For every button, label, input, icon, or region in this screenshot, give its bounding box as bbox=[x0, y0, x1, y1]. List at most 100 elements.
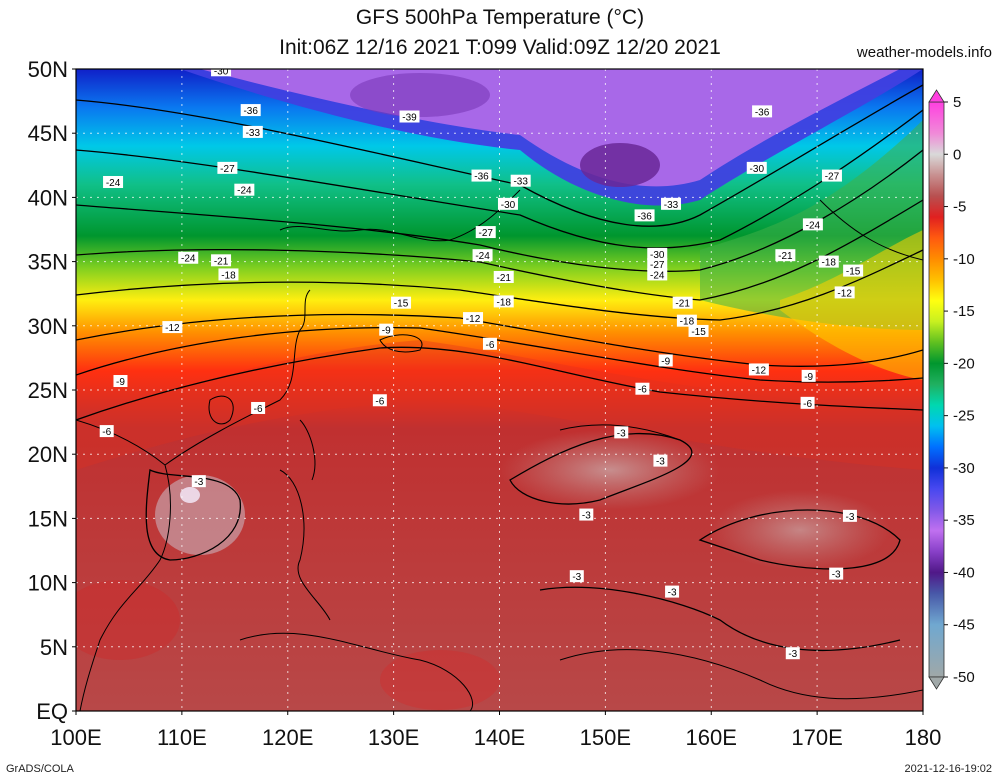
contour-label-box bbox=[218, 268, 239, 281]
contour-label: -15 bbox=[394, 299, 409, 310]
contour-label-box bbox=[834, 286, 855, 299]
contour-label: -39 bbox=[402, 113, 417, 124]
lat-tick-label: 35N bbox=[28, 250, 68, 275]
lon-tick-label: 160E bbox=[686, 725, 737, 750]
contour-label-box bbox=[493, 271, 514, 284]
contour-label-box bbox=[665, 585, 680, 598]
colorbar-bottom-arrow bbox=[928, 676, 945, 690]
lat-tick-label: 25N bbox=[28, 378, 68, 403]
colorbar-tick-label: -35 bbox=[953, 512, 975, 529]
contour-label: -27 bbox=[220, 164, 235, 175]
contour-label: -27 bbox=[650, 260, 665, 271]
contour-label: -30 bbox=[750, 164, 765, 175]
contour-label: -9 bbox=[804, 372, 813, 383]
colorbar-tick-label: 0 bbox=[953, 146, 961, 163]
contour-label: -3 bbox=[668, 588, 677, 599]
contour-label: -12 bbox=[752, 365, 767, 376]
contour-label-box bbox=[463, 312, 484, 325]
contour-label: -24 bbox=[806, 220, 821, 231]
contour-label: -12 bbox=[165, 323, 180, 334]
colorbar-tick-label: -10 bbox=[953, 251, 975, 268]
footer-left: GrADS/COLA bbox=[6, 763, 74, 775]
contour-label: -33 bbox=[246, 128, 261, 139]
contour-label-box bbox=[647, 268, 668, 281]
contour-label: -27 bbox=[825, 172, 840, 183]
coastlines bbox=[76, 189, 923, 711]
contour-label: -15 bbox=[691, 327, 706, 338]
contour-label: -24 bbox=[475, 251, 490, 262]
contour-label: -24 bbox=[650, 270, 665, 281]
contour-label-box bbox=[178, 251, 199, 264]
contour-label-box bbox=[482, 337, 497, 350]
contour-label: -21 bbox=[675, 299, 690, 310]
colorbar-tick-label: -15 bbox=[953, 303, 975, 320]
contour-label-box bbox=[821, 169, 842, 182]
contour-labels: -30-36-39-33-36-27 -30-27-24-24-36 -33-30-… bbox=[99, 69, 864, 660]
contour-label: -3 bbox=[572, 572, 581, 583]
lat-tick-label: 40N bbox=[28, 185, 68, 210]
colorbar-tick-label: 5 bbox=[953, 94, 961, 111]
contour-label-box bbox=[843, 264, 864, 277]
contour-label-box bbox=[829, 567, 844, 580]
contour-label: -36 bbox=[637, 211, 652, 222]
contour-label-box bbox=[688, 324, 709, 337]
colorbar-tick-label: -20 bbox=[953, 355, 975, 372]
lon-tick-label: 180 bbox=[905, 725, 942, 750]
contour-label-box bbox=[234, 183, 255, 196]
lat-tick-label: 30N bbox=[28, 314, 68, 339]
lat-tick-label: 50N bbox=[28, 57, 68, 82]
latitude-axis: 50N 45N 40N 35N 30N 25N 20N 15N 10N 5N EQ bbox=[28, 57, 76, 724]
contour-label-box bbox=[475, 226, 496, 239]
contour-label-box bbox=[472, 249, 493, 262]
contour-label: -21 bbox=[214, 256, 229, 267]
colorbar-top-arrow bbox=[928, 89, 945, 103]
lat-tick-label: 45N bbox=[28, 121, 68, 146]
contour-label-box bbox=[658, 354, 673, 367]
contour-label-box bbox=[752, 105, 773, 118]
lon-tick-label: 100E bbox=[50, 725, 101, 750]
contour-label: -3 bbox=[845, 512, 854, 523]
lon-tick-label: 110E bbox=[157, 725, 207, 750]
contour-label: -30 bbox=[650, 250, 665, 261]
contour-label-box bbox=[800, 396, 815, 409]
contour-label: -21 bbox=[497, 273, 512, 284]
contour-label-box bbox=[113, 375, 128, 388]
contour-label: -21 bbox=[778, 251, 793, 262]
contour-label: -3 bbox=[582, 511, 591, 522]
contour-label-box bbox=[497, 197, 518, 210]
contour-label: -3 bbox=[656, 457, 665, 468]
contour-label: -12 bbox=[466, 314, 481, 325]
contour-label-box bbox=[103, 175, 124, 188]
colorbar-tick-label: -5 bbox=[953, 199, 966, 216]
lat-tick-label: EQ bbox=[36, 699, 68, 724]
lat-tick-label: 10N bbox=[28, 571, 68, 596]
lon-tick-label: 170E bbox=[791, 725, 842, 750]
footer-right: 2021-12-16-19:02 bbox=[904, 763, 992, 775]
contour-label-box bbox=[802, 218, 823, 231]
lon-tick-label: 140E bbox=[474, 725, 525, 750]
contour-label-box bbox=[471, 169, 492, 182]
colorbar-body bbox=[928, 101, 945, 678]
contour-label-box bbox=[842, 509, 857, 522]
map-field: -30-36-39-33-36-27 -30-27-24-24-36 -33-30-… bbox=[76, 69, 923, 711]
contour-label: -3 bbox=[832, 570, 841, 581]
contour-label-box bbox=[647, 247, 668, 260]
contour-label: -24 bbox=[181, 254, 196, 265]
contour-label: -36 bbox=[474, 172, 489, 183]
contour-label: -30 bbox=[501, 200, 516, 211]
contour-label-box bbox=[785, 647, 800, 660]
contour-label-box bbox=[99, 425, 114, 438]
lon-tick-label: 130E bbox=[368, 725, 419, 750]
contour-label: -3 bbox=[788, 649, 797, 660]
lat-tick-label: 20N bbox=[28, 442, 68, 467]
contour-label-box bbox=[653, 454, 668, 467]
contour-label-box bbox=[818, 255, 839, 268]
contour-label-box bbox=[614, 426, 629, 439]
contour-label: -3 bbox=[617, 428, 626, 439]
lat-tick-label: 15N bbox=[28, 506, 68, 531]
contour-label: -12 bbox=[837, 288, 852, 299]
isotherm-lines bbox=[76, 84, 923, 652]
contour-label-box bbox=[211, 254, 232, 267]
colorbar: 5 0 -5 -10 -15 -20 -25 -30 -35 -40 -45 -50 bbox=[928, 89, 975, 690]
